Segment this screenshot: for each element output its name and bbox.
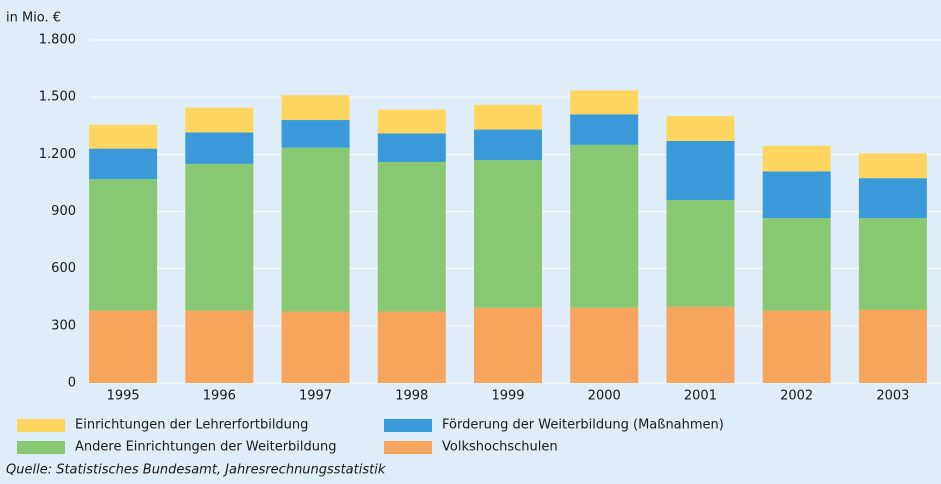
x-tick-label: 1997 bbox=[299, 389, 332, 404]
bar-segment bbox=[762, 145, 831, 172]
bar-segment bbox=[666, 200, 735, 307]
bar-segment bbox=[666, 306, 735, 383]
bar-segment bbox=[281, 147, 350, 312]
bar-segment bbox=[377, 311, 446, 383]
bar-segment bbox=[377, 109, 446, 134]
legend-swatch bbox=[17, 419, 65, 432]
bar-segment bbox=[377, 133, 446, 162]
source: Quelle: Statistisches Bundesamt, Jahresr… bbox=[6, 463, 386, 478]
bar-segment bbox=[762, 171, 831, 219]
bar-segment bbox=[185, 310, 254, 383]
bar-segment bbox=[762, 218, 831, 311]
bar-segment bbox=[570, 114, 639, 145]
bar-segment bbox=[858, 309, 927, 383]
bar-segment bbox=[858, 178, 927, 219]
bar-segment bbox=[185, 132, 254, 164]
y-axis-label: in Mio. € bbox=[6, 11, 61, 26]
y-tick-label: 0 bbox=[68, 376, 76, 391]
y-tick-label: 1.800 bbox=[39, 33, 76, 48]
bar-segment bbox=[89, 124, 158, 149]
bar-segment bbox=[666, 116, 735, 141]
x-tick-label: 1999 bbox=[491, 389, 524, 404]
bar-segment bbox=[185, 107, 254, 133]
y-tick-label: 300 bbox=[51, 318, 76, 333]
bar-segment bbox=[185, 163, 254, 311]
bar-segment bbox=[281, 95, 350, 121]
x-tick-label: 1996 bbox=[203, 389, 236, 404]
x-tick-label: 2001 bbox=[684, 389, 717, 404]
bar-segment bbox=[377, 161, 446, 312]
bar-segment bbox=[89, 148, 158, 180]
bar-segment bbox=[89, 310, 158, 383]
legend-label: Volkshochschulen bbox=[442, 440, 558, 455]
legend-label: Einrichtungen der Lehrerfortbildung bbox=[75, 418, 308, 433]
bar-segment bbox=[570, 144, 639, 308]
bar-segment bbox=[666, 140, 735, 201]
bar-segment bbox=[281, 120, 350, 148]
legend-swatch bbox=[384, 419, 432, 432]
bar-segment bbox=[474, 129, 542, 161]
bar-segment bbox=[281, 311, 350, 383]
x-tick-label: 1995 bbox=[107, 389, 140, 404]
x-tick-label: 2002 bbox=[780, 389, 813, 404]
legend-label: Förderung der Weiterbildung (Maßnahmen) bbox=[442, 418, 724, 433]
bar-segment bbox=[762, 310, 831, 383]
y-tick-label: 600 bbox=[51, 261, 76, 276]
bar-segment bbox=[858, 153, 927, 179]
bar-segment bbox=[570, 90, 639, 115]
bar-segment bbox=[474, 104, 542, 130]
bar-segment bbox=[89, 179, 158, 311]
y-tick-label: 1.500 bbox=[39, 90, 76, 105]
bar-segment bbox=[474, 307, 542, 383]
bar-segment bbox=[570, 307, 639, 383]
legend-swatch bbox=[384, 441, 432, 454]
y-tick-label: 900 bbox=[51, 204, 76, 219]
legend-swatch bbox=[17, 441, 65, 454]
bar-segment bbox=[474, 160, 542, 308]
x-tick-label: 2003 bbox=[876, 389, 909, 404]
legend-label: Andere Einrichtungen der Weiterbildung bbox=[75, 440, 337, 455]
bar-segment bbox=[858, 218, 927, 310]
x-tick-label: 1998 bbox=[395, 389, 428, 404]
x-tick-label: 2000 bbox=[588, 389, 621, 404]
y-tick-label: 1.200 bbox=[39, 147, 76, 162]
